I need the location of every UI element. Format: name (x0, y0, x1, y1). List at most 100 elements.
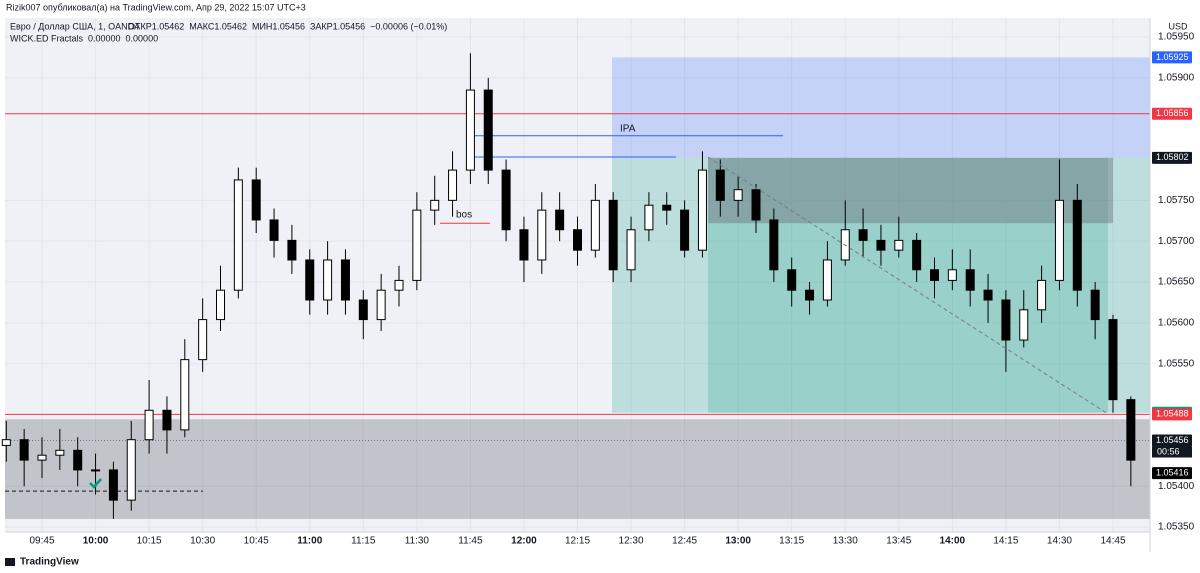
x-tick-label: 12:30 (619, 536, 644, 547)
x-tick-label: 11:15 (351, 536, 376, 547)
candle-body (1019, 309, 1029, 341)
ohlc-legend: ОТКР1.05462 МАКС1.05462 МИН1.05456 ЗАКР1… (128, 21, 447, 31)
price-label-bg (1152, 434, 1192, 447)
candle-body (1037, 279, 1047, 311)
candle-body (73, 449, 83, 471)
x-tick-label: 09:45 (29, 536, 54, 547)
x-tick-label: 12:45 (672, 536, 697, 547)
logo (5, 558, 15, 566)
candle-body (91, 469, 101, 472)
candle-body (323, 259, 333, 301)
candle-body (751, 189, 761, 221)
candle-body (37, 454, 47, 461)
price-label-bg (1152, 467, 1192, 480)
y-tick-label: 1.05600 (1158, 318, 1195, 329)
price-label-bg (1152, 151, 1192, 164)
candle-body (108, 469, 118, 501)
check-mark (89, 478, 102, 489)
zone (708, 157, 1113, 224)
y-tick-label: 1.05400 (1158, 481, 1195, 492)
candle-body (269, 219, 279, 241)
candle-body (1126, 399, 1136, 461)
candle-body (590, 199, 600, 251)
x-tick-label: 12:15 (565, 536, 590, 547)
x-tick-label: 10:15 (137, 536, 162, 547)
candle-body (412, 209, 422, 281)
x-tick-label: 13:45 (886, 536, 911, 547)
candle-body (537, 209, 547, 261)
y-tick-label: 1.05750 (1158, 195, 1195, 206)
zone (612, 57, 1150, 158)
candle-body (555, 209, 565, 231)
currency: USD (1168, 21, 1188, 31)
candle-body (573, 229, 582, 251)
candle-body (894, 239, 904, 251)
candle-body (198, 319, 208, 361)
candle-body (965, 269, 975, 291)
candle-body (822, 259, 832, 301)
price-label-bg (1152, 408, 1192, 421)
price-label: 1.05802 (1156, 152, 1189, 162)
candle-body (644, 204, 654, 231)
y-tick-label: 1.05350 (1158, 522, 1195, 533)
candle-body (55, 449, 65, 456)
candle-body (733, 189, 743, 201)
x-tick-label: 11:00 (297, 536, 322, 547)
candle-body (19, 439, 29, 461)
x-tick-label: 14:30 (1047, 536, 1072, 547)
y-tick-label: 1.05950 (1158, 32, 1195, 43)
price-label: 1.05856 (1156, 108, 1189, 118)
x-tick-label: 14:45 (1100, 536, 1125, 547)
candle-body (680, 209, 690, 251)
candle-body (1054, 199, 1064, 281)
x-tick-label: 14:15 (993, 536, 1018, 547)
y-tick-label: 1.05550 (1158, 358, 1195, 369)
price-label: 1.05416 (1156, 468, 1189, 478)
candle-body (1001, 299, 1011, 341)
candle-body (394, 279, 404, 291)
candle-body (983, 289, 993, 301)
candle-body (251, 179, 261, 221)
candle-body (448, 169, 458, 201)
candle-body (805, 289, 815, 301)
candle-body (465, 89, 475, 171)
candle-body (144, 409, 154, 441)
candle-body (1072, 199, 1082, 291)
price-label-bg (1152, 107, 1192, 120)
y-tick-label: 1.05700 (1158, 236, 1195, 247)
x-tick-label: 13:00 (725, 536, 751, 547)
candle-body (662, 204, 672, 211)
price-label-bg (1152, 51, 1192, 64)
candle-body (912, 239, 922, 271)
x-tick-label: 10:00 (83, 536, 109, 547)
candle-body (501, 169, 511, 231)
publisher: Rizik007 опубликовал(а) на TradingView.c… (6, 2, 306, 12)
candle-body (305, 259, 315, 301)
x-tick-label: 10:30 (190, 536, 215, 547)
countdown: 00:56 (1157, 446, 1180, 456)
candle-body (787, 269, 797, 291)
price-label: 1.05488 (1156, 409, 1189, 419)
symbol-title: Евро / Доллар США, 1, OANDA (10, 21, 140, 31)
y-tick-label: 1.05650 (1158, 277, 1195, 288)
y-tick-label: 1.05900 (1158, 72, 1195, 83)
candle-body (715, 169, 725, 201)
candle-body (626, 229, 636, 271)
zone (5, 419, 1150, 519)
countdown-bg (1152, 446, 1192, 458)
trend-line (707, 156, 1109, 415)
x-tick-label: 12:00 (511, 536, 537, 547)
annotation: bos (456, 210, 472, 221)
candle-body (376, 289, 386, 321)
brand: TradingView (20, 557, 79, 568)
candle-body (216, 289, 225, 321)
candle-body (876, 239, 886, 251)
candle-body (126, 439, 136, 501)
candle-body (162, 409, 172, 431)
candle-body (180, 359, 190, 431)
candle-body (858, 229, 868, 241)
x-tick-label: 11:30 (405, 536, 430, 547)
x-tick-label: 11:45 (458, 536, 483, 547)
price-label: 1.05456 (1156, 435, 1189, 445)
candle-body (340, 259, 350, 301)
